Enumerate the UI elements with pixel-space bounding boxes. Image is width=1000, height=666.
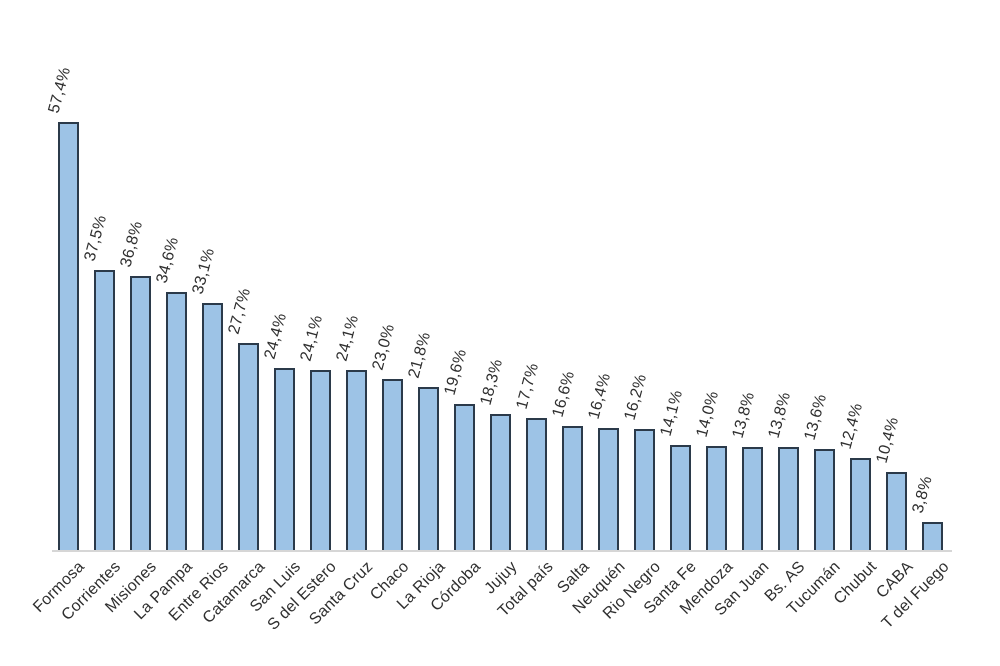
bar-value-label: 13,6% xyxy=(801,392,831,442)
bar xyxy=(94,270,115,550)
bar xyxy=(742,447,763,550)
bar-value-label: 13,8% xyxy=(729,390,759,440)
bar xyxy=(310,370,331,550)
bar xyxy=(490,414,511,550)
bar xyxy=(274,368,295,550)
bar-value-label: 27,7% xyxy=(225,286,255,336)
bar-value-label: 34,6% xyxy=(153,235,183,285)
bar-value-label: 13,8% xyxy=(765,390,795,440)
bar-value-label: 14,1% xyxy=(657,388,687,438)
bar xyxy=(814,449,835,550)
bar-value-label: 24,1% xyxy=(333,313,363,363)
bar-value-label: 24,1% xyxy=(297,313,327,363)
bar xyxy=(670,445,691,550)
bar xyxy=(886,472,907,550)
bar xyxy=(58,122,79,550)
bar xyxy=(382,379,403,550)
bar xyxy=(922,522,943,550)
bar-value-label: 37,5% xyxy=(81,213,111,263)
x-axis-line xyxy=(52,550,952,552)
bar xyxy=(634,429,655,550)
bar xyxy=(778,447,799,550)
bar-value-label: 16,2% xyxy=(621,372,651,422)
bar xyxy=(850,458,871,550)
bar-value-label: 19,6% xyxy=(441,347,471,397)
bar xyxy=(238,343,259,550)
bar-value-label: 17,7% xyxy=(513,361,543,411)
bar-value-label: 24,4% xyxy=(261,311,291,361)
bar-value-label: 10,4% xyxy=(873,415,903,465)
bar-value-label: 3,8% xyxy=(909,474,936,515)
bar-value-label: 36,8% xyxy=(117,219,147,269)
bar xyxy=(130,276,151,550)
bar xyxy=(166,292,187,550)
bar-value-label: 16,6% xyxy=(549,369,579,419)
bar-value-label: 33,1% xyxy=(189,246,219,296)
bar xyxy=(418,387,439,550)
bar xyxy=(562,426,583,550)
bar xyxy=(346,370,367,550)
bar-value-label: 21,8% xyxy=(405,330,435,380)
bar xyxy=(454,404,475,550)
bar xyxy=(598,428,619,550)
bar xyxy=(706,446,727,550)
bar-value-label: 23,0% xyxy=(369,322,399,372)
bar-value-label: 14,0% xyxy=(693,389,723,439)
bar xyxy=(526,418,547,550)
bar-value-label: 16,4% xyxy=(585,371,615,421)
bar-value-label: 12,4% xyxy=(837,401,867,451)
bar-value-label: 18,3% xyxy=(477,357,507,407)
bar-value-label: 57,4% xyxy=(45,65,75,115)
bar xyxy=(202,303,223,550)
